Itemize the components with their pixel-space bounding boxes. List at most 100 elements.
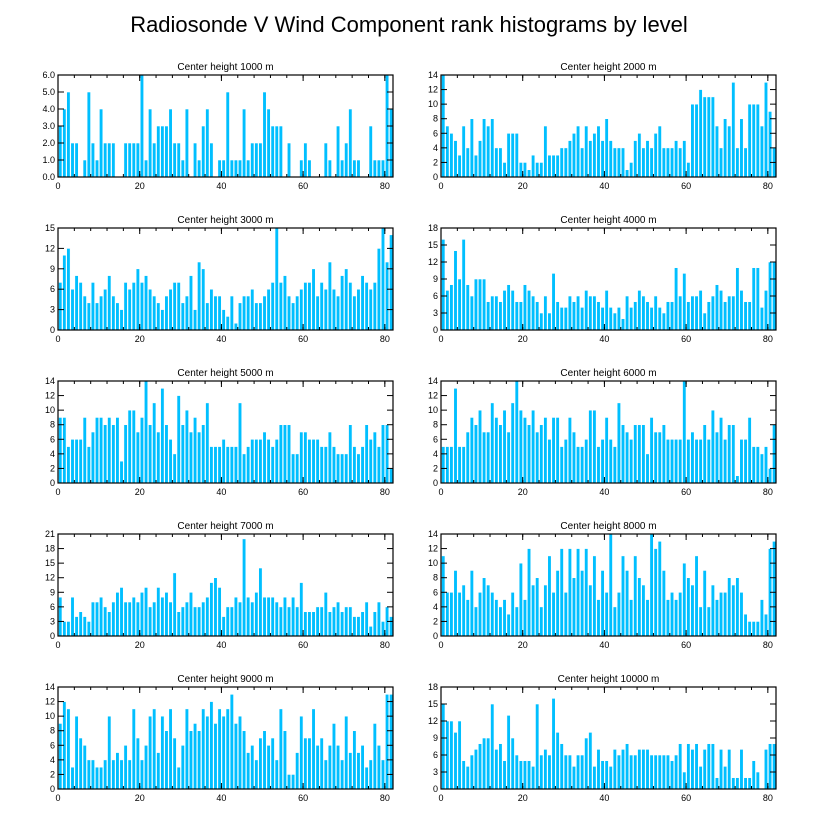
histogram-bar	[197, 730, 202, 790]
histogram-bar	[633, 555, 638, 637]
histogram-bar	[123, 744, 128, 790]
histogram-bar	[246, 446, 251, 484]
histogram-bar	[604, 760, 609, 790]
histogram-bar	[739, 591, 744, 637]
histogram-bar	[625, 431, 630, 484]
x-tick-label: 60	[681, 487, 691, 497]
histogram-bar	[743, 613, 748, 637]
histogram-bar	[710, 743, 715, 790]
histogram-bar	[270, 596, 275, 637]
histogram-bar	[678, 438, 683, 484]
histogram-bar	[563, 438, 568, 484]
histogram-bar	[66, 446, 71, 484]
histogram-bar	[78, 282, 83, 331]
histogram-bar	[665, 754, 670, 790]
histogram-bar	[266, 596, 271, 637]
histogram-bar	[449, 132, 454, 178]
histogram-bar	[246, 752, 251, 790]
histogram-bar	[763, 290, 769, 331]
histogram-bar	[156, 587, 161, 637]
x-tick-label: 60	[298, 640, 308, 650]
histogram-bar	[213, 723, 218, 790]
y-tick-label: 6	[433, 434, 438, 444]
histogram-bar	[576, 295, 581, 331]
histogram-bar	[254, 142, 259, 178]
panel-title: Center height 6000 m	[560, 368, 656, 379]
histogram-bar	[327, 431, 332, 484]
histogram-bar	[453, 570, 458, 637]
histogram-bar	[641, 584, 646, 637]
histogram-bar	[473, 606, 478, 637]
histogram-bar	[143, 587, 149, 637]
x-tick-label: 80	[763, 487, 773, 497]
histogram-bar	[262, 431, 267, 484]
histogram-bar	[303, 611, 308, 637]
histogram-bar	[718, 591, 724, 637]
histogram-bar	[201, 424, 206, 484]
y-tick-label: 14	[428, 70, 438, 80]
histogram-bar	[201, 601, 206, 637]
histogram-bar	[755, 771, 760, 790]
histogram-bar	[143, 275, 149, 331]
histogram-bar	[70, 766, 75, 790]
histogram-bar	[759, 453, 764, 484]
histogram-panel: Center height 3000 m 0 20 40 60 80 0 3 6 9 12 15	[45, 215, 394, 344]
histogram-bar	[164, 591, 169, 637]
histogram-bar	[690, 431, 695, 484]
histogram-bar	[156, 302, 161, 331]
histogram-bar	[250, 288, 255, 331]
y-tick-label: 12	[428, 85, 438, 95]
histogram-bar	[270, 737, 275, 790]
histogram-bar	[547, 438, 552, 484]
histogram-bar	[99, 766, 104, 790]
y-tick-label: 12	[45, 243, 55, 253]
histogram-bar	[372, 159, 377, 178]
histogram-bar	[368, 438, 373, 484]
histogram-bar	[364, 766, 369, 790]
histogram-bar	[348, 424, 353, 484]
histogram-bar	[139, 74, 145, 178]
histogram-bar	[323, 142, 328, 178]
histogram-bar	[698, 89, 703, 178]
histogram-bar	[70, 142, 75, 178]
histogram-bar	[694, 555, 699, 637]
histogram-bar	[254, 438, 259, 484]
histogram-bar	[576, 125, 581, 178]
histogram-bar	[592, 132, 597, 178]
histogram-bar	[286, 142, 292, 178]
histogram-bar	[82, 295, 87, 331]
histogram-bar	[665, 438, 670, 484]
histogram-bar	[331, 606, 337, 637]
histogram-bar	[160, 387, 165, 484]
histogram-bar	[156, 125, 161, 178]
histogram-bar	[457, 720, 462, 790]
histogram-bar	[90, 759, 95, 790]
histogram-bar	[502, 290, 507, 331]
histogram-bar	[323, 759, 328, 790]
histogram-bar	[539, 162, 544, 178]
histogram-bar	[319, 282, 324, 331]
y-tick-label: 6	[433, 128, 438, 138]
histogram-bar	[172, 453, 177, 484]
histogram-bar	[547, 555, 552, 637]
histogram-bar	[188, 730, 194, 790]
histogram-bar	[119, 759, 124, 790]
histogram-bar	[315, 295, 320, 331]
histogram-bar	[258, 737, 263, 790]
y-tick-label: 0	[50, 325, 55, 335]
histogram-bar	[331, 446, 337, 484]
histogram-bar	[531, 409, 536, 484]
histogram-bar	[66, 621, 71, 637]
histogram-bar	[176, 766, 181, 790]
histogram-bar	[135, 431, 140, 484]
histogram-bar	[250, 601, 255, 637]
histogram-bar	[62, 254, 67, 331]
histogram-bar	[714, 777, 720, 790]
histogram-bar	[727, 295, 732, 331]
histogram-bar	[706, 438, 711, 484]
histogram-bar	[563, 307, 568, 331]
histogram-bar	[278, 282, 283, 331]
histogram-bar	[250, 438, 255, 484]
histogram-bar	[477, 140, 483, 178]
histogram-bar	[641, 147, 646, 178]
